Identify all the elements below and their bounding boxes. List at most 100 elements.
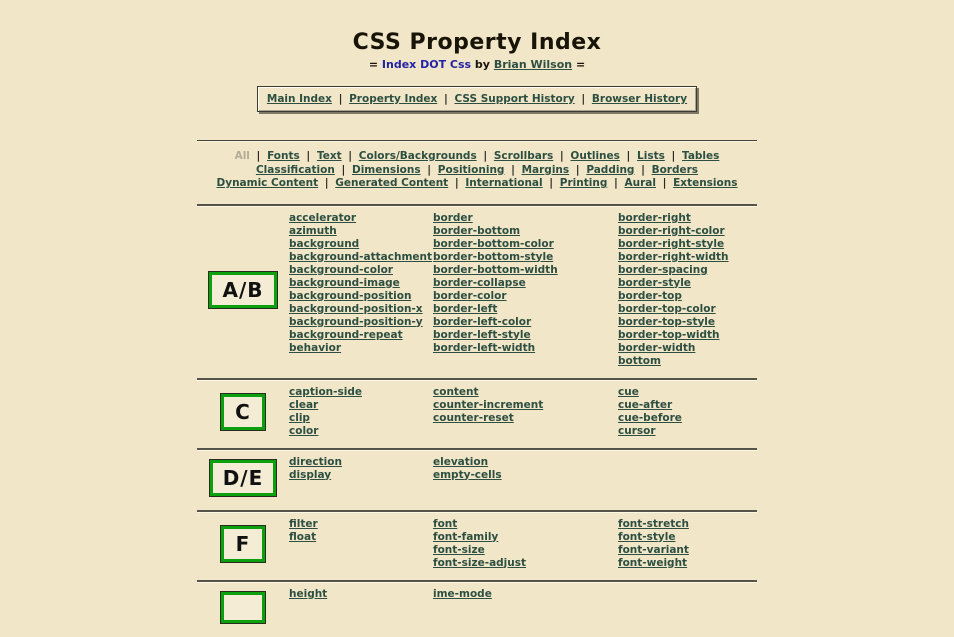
property-link-background[interactable]: background <box>289 237 360 250</box>
property-column: font-stretch font-style font-variant font-w… <box>618 518 752 570</box>
property-link-ime-mode[interactable]: ime-mode <box>433 587 492 600</box>
category-link-printing[interactable]: Printing <box>559 177 608 189</box>
category-line: Classification | Dimensions | Positionin… <box>197 164 757 178</box>
property-link-border-top-color[interactable]: border-top-color <box>618 302 716 315</box>
property-link-background-image[interactable]: background-image <box>289 276 400 289</box>
separator: | <box>440 93 452 105</box>
letter-box: D/E <box>208 458 278 497</box>
property-link-cue-before[interactable]: cue-before <box>618 411 682 424</box>
property-link-height[interactable]: height <box>289 587 328 600</box>
property-link-font[interactable]: font <box>433 517 458 530</box>
property-link-border-spacing[interactable]: border-spacing <box>618 263 708 276</box>
property-link-border[interactable]: border <box>433 211 473 224</box>
category-link-outlines[interactable]: Outlines <box>570 150 620 162</box>
property-link-border-left-style[interactable]: border-left-style <box>433 328 531 341</box>
property-link-border-bottom-width[interactable]: border-bottom-width <box>433 263 558 276</box>
separator: | <box>252 150 265 162</box>
property-link-font-style[interactable]: font-style <box>618 530 676 543</box>
letter-box <box>220 590 266 624</box>
property-link-border-style[interactable]: border-style <box>618 276 691 289</box>
property-link-border-left[interactable]: border-left <box>433 302 498 315</box>
property-link-border-right-width[interactable]: border-right-width <box>618 250 729 263</box>
author-link[interactable]: Brian Wilson <box>493 58 573 71</box>
category-link-margins[interactable]: Margins <box>521 163 570 176</box>
section-divider <box>197 203 757 206</box>
property-link-background-color[interactable]: background-color <box>289 263 393 276</box>
category-link-borders[interactable]: Borders <box>651 163 699 176</box>
property-link-border-collapse[interactable]: border-collapse <box>433 276 526 289</box>
property-link-border-top[interactable]: border-top <box>618 289 682 302</box>
category-line: Dynamic Content | Generated Content | In… <box>197 177 757 191</box>
separator: | <box>479 150 491 162</box>
category-link-tables[interactable]: Tables <box>682 150 720 162</box>
property-link-border-left-width[interactable]: border-left-width <box>433 341 536 354</box>
property-link-background-repeat[interactable]: background-repeat <box>289 328 403 341</box>
main-nav-wrap: Main Index | Property Index | CSS Suppor… <box>197 86 757 112</box>
property-link-border-color[interactable]: border-color <box>433 289 507 302</box>
property-link-font-stretch[interactable]: font-stretch <box>618 517 689 530</box>
property-link-background-attachment[interactable]: background-attachment <box>289 250 433 263</box>
property-link-color[interactable]: color <box>289 424 319 437</box>
property-link-float[interactable]: float <box>289 530 317 543</box>
category-link-text[interactable]: Text <box>316 150 342 162</box>
property-link-accelerator[interactable]: accelerator <box>289 211 357 224</box>
property-link-border-width[interactable]: border-width <box>618 341 696 354</box>
property-row: font-variant <box>618 544 752 557</box>
property-row: cue-after <box>618 399 752 412</box>
property-link-elevation[interactable]: elevation <box>433 455 489 468</box>
property-link-border-top-style[interactable]: border-top-style <box>618 315 716 328</box>
property-link-content[interactable]: content <box>433 385 479 398</box>
property-link-border-bottom[interactable]: border-bottom <box>433 224 521 237</box>
category-link-padding[interactable]: Padding <box>586 163 635 176</box>
property-link-border-right-color[interactable]: border-right-color <box>618 224 725 237</box>
site-link[interactable]: Index DOT Css <box>381 58 472 71</box>
property-link-border-bottom-style[interactable]: border-bottom-style <box>433 250 554 263</box>
separator: | <box>545 177 557 189</box>
property-link-bottom[interactable]: bottom <box>618 354 661 367</box>
category-link-dimensions[interactable]: Dimensions <box>351 163 421 176</box>
property-link-font-family[interactable]: font-family <box>433 530 499 543</box>
property-link-clip[interactable]: clip <box>289 411 310 424</box>
property-link-border-right-style[interactable]: border-right-style <box>618 237 725 250</box>
property-link-filter[interactable]: filter <box>289 517 318 530</box>
property-link-border-bottom-color[interactable]: border-bottom-color <box>433 237 554 250</box>
category-link-scrollbars[interactable]: Scrollbars <box>493 150 554 162</box>
nav-link-browser-history[interactable]: Browser History <box>591 93 688 105</box>
category-link-classification[interactable]: Classification <box>255 163 335 176</box>
property-row: float <box>289 531 433 544</box>
property-link-background-position-x[interactable]: background-position-x <box>289 302 423 315</box>
category-link-international[interactable]: International <box>465 177 543 189</box>
property-link-counter-increment[interactable]: counter-increment <box>433 398 544 411</box>
category-link-positioning[interactable]: Positioning <box>437 163 505 176</box>
property-link-azimuth[interactable]: azimuth <box>289 224 337 237</box>
property-link-clear[interactable]: clear <box>289 398 319 411</box>
property-link-counter-reset[interactable]: counter-reset <box>433 411 514 424</box>
category-link-fonts[interactable]: Fonts <box>267 150 300 162</box>
category-link-generated-content[interactable]: Generated Content <box>335 177 449 189</box>
property-link-border-top-width[interactable]: border-top-width <box>618 328 720 341</box>
category-link-colors-backgrounds[interactable]: Colors/Backgrounds <box>358 150 477 162</box>
property-link-caption-side[interactable]: caption-side <box>289 385 362 398</box>
property-link-font-weight[interactable]: font-weight <box>618 556 688 569</box>
property-link-direction[interactable]: direction <box>289 455 342 468</box>
nav-link-css-support-history[interactable]: CSS Support History <box>454 93 575 105</box>
category-link-extensions[interactable]: Extensions <box>673 177 738 189</box>
property-link-font-size[interactable]: font-size <box>433 543 485 556</box>
property-link-empty-cells[interactable]: empty-cells <box>433 468 502 481</box>
property-link-font-size-adjust[interactable]: font-size-adjust <box>433 556 527 569</box>
property-link-display[interactable]: display <box>289 468 332 481</box>
nav-link-main-index[interactable]: Main Index <box>266 93 332 105</box>
property-link-cursor[interactable]: cursor <box>618 424 656 437</box>
property-link-background-position[interactable]: background-position <box>289 289 412 302</box>
property-link-cue[interactable]: cue <box>618 385 639 398</box>
category-link-aural[interactable]: Aural <box>624 177 656 189</box>
category-link-dynamic-content[interactable]: Dynamic Content <box>216 177 319 189</box>
property-link-border-left-color[interactable]: border-left-color <box>433 315 532 328</box>
category-link-lists[interactable]: Lists <box>637 150 665 162</box>
property-link-font-variant[interactable]: font-variant <box>618 543 689 556</box>
property-link-behavior[interactable]: behavior <box>289 341 342 354</box>
property-link-border-right[interactable]: border-right <box>618 211 691 224</box>
nav-link-property-index[interactable]: Property Index <box>349 93 438 105</box>
property-link-cue-after[interactable]: cue-after <box>618 398 673 411</box>
property-link-background-position-y[interactable]: background-position-y <box>289 315 423 328</box>
